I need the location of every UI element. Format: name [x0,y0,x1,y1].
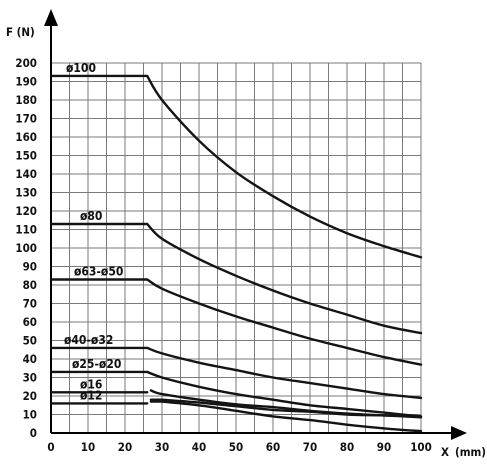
x-tick-label: 80 [340,440,354,454]
x-axis-title: X [441,445,449,459]
y-tick-label: 200 [15,56,37,70]
x-tick-label: 90 [377,440,391,454]
y-tick-label: 180 [15,93,37,107]
series-label: ø63-ø50 [74,264,123,278]
series-label: ø25-ø20 [72,357,121,371]
series-label: ø100 [66,61,96,75]
series-curve [49,74,423,259]
axes [44,9,467,440]
y-tick-label: 70 [23,297,37,311]
series-curve-small-bore [149,400,423,433]
y-tick-label: 170 [15,112,37,126]
x-tick-label: 70 [303,440,317,454]
series-curve-small-bore [149,398,423,418]
x-tick-label: 30 [155,440,169,454]
y-tick-label: 190 [15,75,37,89]
y-tick-label: 160 [15,130,37,144]
y-tick-label: 40 [23,352,37,366]
y-tick-label: 0 [30,426,37,440]
y-tick-label: 140 [15,167,37,181]
y-tick-label: 60 [23,315,37,329]
x-tick-label: 20 [118,440,132,454]
y-tick-label: 80 [23,278,37,292]
series-label: ø80 [80,209,102,223]
x-tick-label: 50 [229,440,243,454]
y-tick-label: 10 [23,408,37,422]
y-tick-label: 100 [15,241,37,255]
series-curves [49,74,423,433]
y-tick-label: 20 [23,389,37,403]
y-tick-label: 90 [23,260,37,274]
series-curve [49,346,423,400]
y-axis-arrow [44,9,58,26]
grid [50,62,422,434]
y-tick-label: 150 [15,149,37,163]
x-axis-arrow [451,426,467,440]
x-tick-label: 60 [266,440,280,454]
series-label: ø40-ø32 [64,333,113,347]
x-tick-label: 10 [81,440,95,454]
y-tick-label: 120 [15,204,37,218]
x-tick-label: 100 [410,440,432,454]
y-tick-label: 130 [15,186,37,200]
series-label: ø16 [80,377,102,391]
x-axis-unit: (mm) [455,445,486,459]
tick-labels: 0 10 20 30 40 50 60 70 80 90 100 0 10 20 30 40 50 60 70 80 9… [15,56,431,454]
y-tick-label: 30 [23,371,37,385]
y-tick-label: 50 [23,334,37,348]
series-curve [49,278,423,366]
series-label: ø12 [80,388,102,402]
x-tick-label: 0 [47,440,54,454]
y-tick-label: 110 [15,223,37,237]
series-curve [49,222,423,335]
x-tick-label: 40 [192,440,206,454]
series-curve [49,370,423,418]
y-axis-title: F (N) [6,25,35,39]
